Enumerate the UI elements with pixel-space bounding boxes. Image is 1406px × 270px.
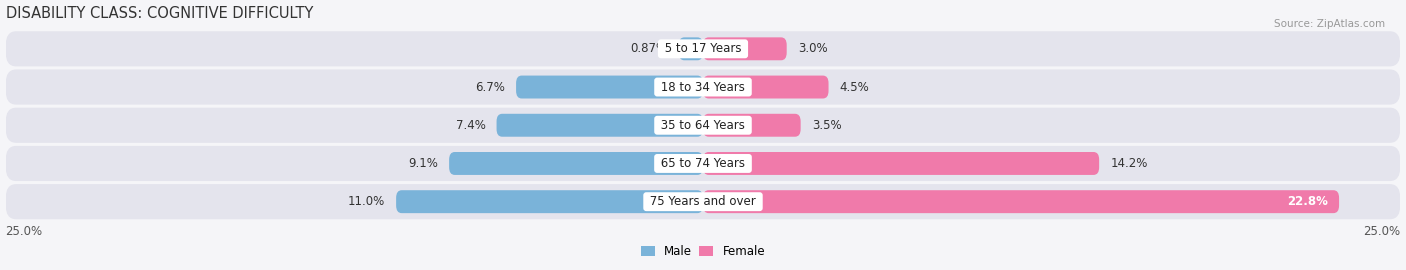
FancyBboxPatch shape <box>703 190 1339 213</box>
FancyBboxPatch shape <box>496 114 703 137</box>
Text: 25.0%: 25.0% <box>6 225 42 238</box>
Text: DISABILITY CLASS: COGNITIVE DIFFICULTY: DISABILITY CLASS: COGNITIVE DIFFICULTY <box>6 6 314 21</box>
FancyBboxPatch shape <box>703 37 787 60</box>
FancyBboxPatch shape <box>396 190 703 213</box>
Text: 7.4%: 7.4% <box>456 119 485 132</box>
FancyBboxPatch shape <box>703 114 800 137</box>
Text: Source: ZipAtlas.com: Source: ZipAtlas.com <box>1274 19 1385 29</box>
FancyBboxPatch shape <box>6 31 1400 66</box>
Text: 11.0%: 11.0% <box>347 195 385 208</box>
FancyBboxPatch shape <box>449 152 703 175</box>
Text: 18 to 34 Years: 18 to 34 Years <box>657 80 749 93</box>
Text: 35 to 64 Years: 35 to 64 Years <box>657 119 749 132</box>
Text: 5 to 17 Years: 5 to 17 Years <box>661 42 745 55</box>
FancyBboxPatch shape <box>703 152 1099 175</box>
FancyBboxPatch shape <box>679 37 703 60</box>
Text: 65 to 74 Years: 65 to 74 Years <box>657 157 749 170</box>
FancyBboxPatch shape <box>6 69 1400 104</box>
Text: 6.7%: 6.7% <box>475 80 505 93</box>
Text: 4.5%: 4.5% <box>839 80 869 93</box>
Text: 22.8%: 22.8% <box>1286 195 1327 208</box>
Text: 25.0%: 25.0% <box>1364 225 1400 238</box>
Text: 9.1%: 9.1% <box>408 157 439 170</box>
Text: 14.2%: 14.2% <box>1111 157 1147 170</box>
FancyBboxPatch shape <box>703 76 828 99</box>
Legend: Male, Female: Male, Female <box>636 240 770 262</box>
FancyBboxPatch shape <box>6 146 1400 181</box>
Text: 3.5%: 3.5% <box>811 119 841 132</box>
Text: 0.87%: 0.87% <box>630 42 668 55</box>
FancyBboxPatch shape <box>6 184 1400 219</box>
FancyBboxPatch shape <box>516 76 703 99</box>
Text: 75 Years and over: 75 Years and over <box>647 195 759 208</box>
Text: 3.0%: 3.0% <box>797 42 828 55</box>
FancyBboxPatch shape <box>6 108 1400 143</box>
